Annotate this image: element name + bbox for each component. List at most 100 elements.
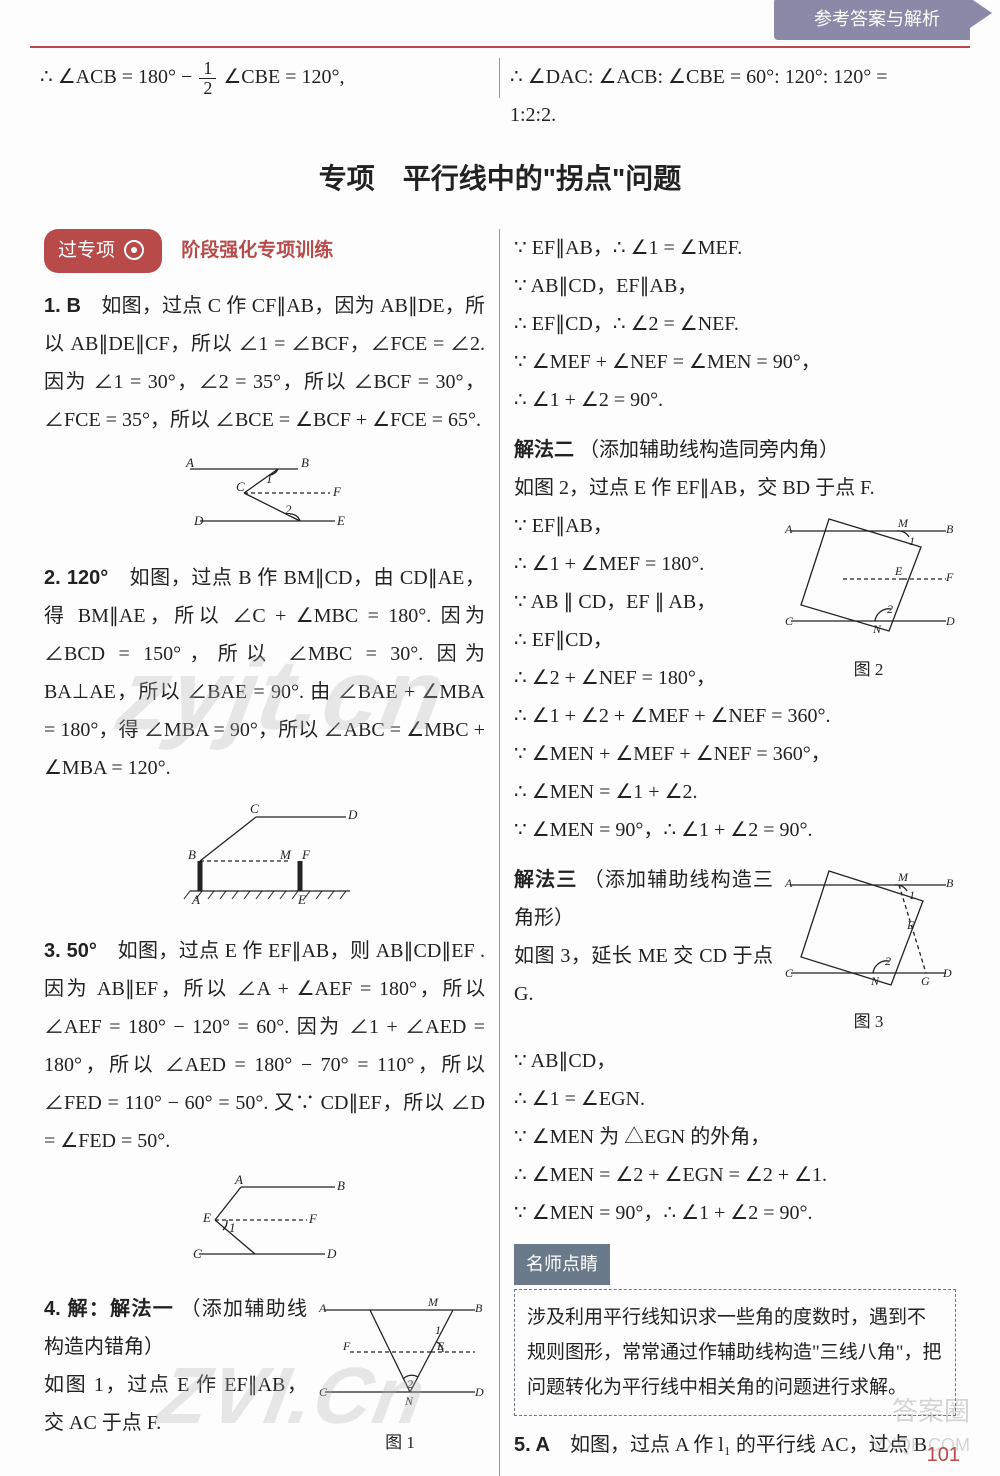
q4-label: 解：解法一 [68,1298,175,1320]
q1-ans: B [66,295,80,317]
frac-num: 1 [199,59,216,79]
svg-text:F: F [332,484,342,499]
svg-text:M: M [279,847,292,862]
svg-text:M: M [427,1295,439,1309]
q4-body: 如图 1，过点 E 作 EF∥AB，交 AC 于点 F. [44,1374,307,1434]
badge-main: 过专项 [44,229,162,273]
r1-l3: ∵ ∠MEF + ∠NEF = ∠MEN = 90°， [514,343,956,381]
question-4: AMB FE CND 12 图 1 4. 解：解法一 （添加辅助线构造内错角） … [44,1290,485,1463]
q3-ans: 50° [67,940,97,962]
section-title: 专项 平行线中的"拐点"问题 [0,152,1000,205]
header-tab: 参考答案与解析 [774,0,970,40]
svg-text:C: C [236,479,245,494]
left-column: 过专项 阶段强化专项训练 1. B 如图，过点 C 作 CF∥AB，因为 AB∥… [30,229,500,1476]
r1-l0: ∵ EF∥AB，∴ ∠1 = ∠MEF. [514,229,956,267]
svg-text:D: D [347,807,358,822]
m2-sub: （添加辅助线构造同旁内角） [579,439,839,461]
svg-text:B: B [301,455,309,470]
svg-text:A: A [784,876,793,890]
svg-text:1: 1 [229,1220,236,1235]
svg-text:F: F [301,847,311,862]
svg-text:E: E [297,892,306,907]
svg-text:E: E [336,513,345,528]
frac-den: 2 [199,79,216,98]
figure-q3: AB EF 1 CD [44,1172,485,1280]
svg-text:D: D [942,966,952,980]
r1-l1: ∵ AB∥CD，EF∥AB， [514,267,956,305]
fig3-label: 图 3 [781,1006,956,1038]
target-icon [124,240,144,260]
svg-text:F: F [945,570,954,584]
q5-ans: A [536,1434,550,1456]
svg-text:C: C [193,1246,202,1261]
q3-body: 如图，过点 E 作 EF∥AB，则 AB∥CD∥EF . 因为 AB∥EF，所以… [44,940,485,1152]
svg-text:2: 2 [285,502,292,517]
svg-text:A: A [318,1301,327,1315]
r1-l4: ∴ ∠1 + ∠2 = 90°. [514,381,956,419]
r1-l2: ∴ EF∥CD，∴ ∠2 = ∠NEF. [514,305,956,343]
r-block-1: ∵ EF∥AB，∴ ∠1 = ∠MEF. ∵ AB∥CD，EF∥AB， ∴ EF… [514,229,956,419]
svg-text:B: B [946,876,954,890]
r3-l4: ∵ ∠MEN = 90°，∴ ∠1 + ∠2 = 90°. [514,1194,956,1232]
svg-text:B: B [946,522,954,536]
svg-text:M: M [897,516,909,530]
top-right: ∴ ∠DAC: ∠ACB: ∠CBE = 60°: 120°: 120° = 1… [500,58,970,134]
r3-l1: ∴ ∠1 = ∠EGN. [514,1080,956,1118]
figure-2: AMB EF CND 12 图 2 [781,509,956,686]
svg-text:E: E [906,918,915,932]
svg-text:2: 2 [885,954,891,968]
right-column: ∵ EF∥AB，∴ ∠1 = ∠MEF. ∵ AB∥CD，EF∥AB， ∴ EF… [500,229,970,1476]
r3-l3: ∴ ∠MEN = ∠2 + ∠EGN = ∠2 + ∠1. [514,1156,956,1194]
svg-text:E: E [894,564,903,578]
svg-text:B: B [337,1178,345,1193]
svg-text:G: G [921,974,930,988]
svg-text:1: 1 [266,471,273,486]
q2-ans: 120° [67,567,108,589]
q1-num: 1. [44,295,66,317]
svg-text:C: C [785,966,794,980]
r2-l8: ∵ ∠MEN = 90°，∴ ∠1 + ∠2 = 90°. [514,811,956,849]
main-columns: 过专项 阶段强化专项训练 1. B 如图，过点 C 作 CF∥AB，因为 AB∥… [30,229,970,1476]
question-1: 1. B 如图，过点 C 作 CF∥AB，因为 AB∥DE，所以 AB∥DE∥C… [44,287,485,439]
header-bar: 参考答案与解析 [0,0,1000,38]
r3-l2: ∵ ∠MEN 为 △EGN 的外角， [514,1118,956,1156]
hint-body: 涉及利用平行线知识求一些角的度数时，遇到不规则图形，常常通过作辅助线构造"三线八… [514,1289,956,1416]
svg-text:D: D [945,614,955,628]
svg-text:A: A [185,455,194,470]
svg-text:D: D [193,513,204,528]
r3-l0: ∵ AB∥CD， [514,1042,956,1080]
svg-text:E: E [436,1339,445,1353]
fraction-half: 1 2 [199,59,216,98]
svg-text:2: 2 [887,602,893,616]
svg-text:1: 1 [909,888,915,902]
question-2: 2. 120° 如图，过点 B 作 BM∥CD，由 CD∥AE，得 BM∥AE，… [44,559,485,787]
m2-intro: 如图 2，过点 E 作 EF∥AB，交 BD 于点 F. [514,477,875,499]
svg-text:B: B [188,847,196,862]
svg-text:N: N [870,974,880,988]
badge-main-text: 过专项 [58,240,115,261]
question-3: 3. 50° 如图，过点 E 作 EF∥AB，则 AB∥CD∥EF . 因为 A… [44,932,485,1160]
q3-num: 3. [44,940,67,962]
method-3: AMB E CNGD 12 图 3 解法三 （添加辅助线构造三角形） 如图 3，… [514,861,956,1232]
svg-text:A: A [191,892,200,907]
top-left-text-a: ∴ ∠ACB = 180° − [40,66,197,88]
q1-body: 如图，过点 C 作 CF∥AB，因为 AB∥DE，所以 AB∥DE∥CF，所以 … [44,295,485,431]
top-left-text-b: ∠CBE = 120°, [223,66,344,88]
badge-sub: 阶段强化专项训练 [173,229,341,273]
method-2: 解法二 （添加辅助线构造同旁内角） 如图 2，过点 E 作 EF∥AB，交 BD… [514,431,956,849]
fig1-label: 图 1 [315,1427,485,1459]
header-divider [30,46,970,48]
svg-text:B: B [475,1301,483,1315]
page-number: 101 [927,1436,960,1474]
m3-label: 解法三 [514,869,578,891]
svg-text:A: A [234,1172,243,1187]
r2-l5: ∴ ∠1 + ∠2 + ∠MEF + ∠NEF = 360°. [514,697,956,735]
top-right-l2: 1:2:2. [510,96,960,134]
svg-text:2: 2 [407,1377,413,1391]
svg-text:1: 1 [909,534,915,548]
svg-text:C: C [250,801,259,816]
svg-text:N: N [872,622,882,636]
top-continuation: ∴ ∠ACB = 180° − 1 2 ∠CBE = 120°, ∴ ∠DAC:… [30,58,970,134]
r2-l7: ∴ ∠MEN = ∠1 + ∠2. [514,773,956,811]
q5-num: 5. [514,1434,536,1456]
